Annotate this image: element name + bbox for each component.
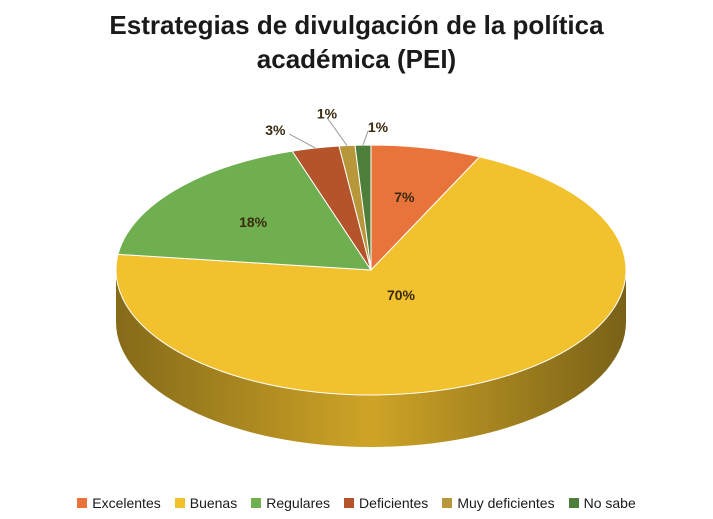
pie-slice-buenas — [115, 156, 627, 396]
data-label-buenas: 70% — [387, 287, 416, 303]
chart-title-line-1: Estrategias de divulgación de la polític… — [109, 10, 604, 40]
legend-swatch — [344, 498, 355, 508]
legend-label: Excelentes — [92, 495, 161, 511]
data-label-deficientes: 3% — [265, 122, 286, 138]
pie-side-buenas — [116, 270, 626, 447]
leader-line — [289, 133, 316, 149]
pie-data-labels: 7% 70% 18% 3% 1% 1% — [239, 106, 415, 303]
legend-label: Buenas — [189, 495, 238, 511]
legend-swatch — [174, 498, 185, 508]
chart-legend: Excelentes Buenas Regulares Deficientes Muy … — [0, 495, 713, 511]
pie-slice-regulares — [117, 150, 372, 271]
legend-label: Deficientes — [359, 495, 429, 511]
legend-item-excelentes: Excelentes — [77, 495, 161, 511]
legend-item-deficientes: Deficientes — [344, 495, 428, 511]
leader-line — [326, 117, 348, 146]
legend-item-no-sabe: No sabe — [568, 495, 636, 511]
pie-side-walls — [116, 270, 626, 447]
pie-slice-no-sabe — [354, 144, 372, 271]
leader-line — [362, 130, 369, 146]
data-label-no-sabe: 1% — [368, 119, 389, 135]
chart-title-line-2: académica (PEI) — [256, 44, 457, 74]
data-label-excelentes: 7% — [394, 189, 415, 205]
legend-label: No sabe — [583, 495, 636, 511]
legend-label: Regulares — [266, 495, 331, 511]
pie-slice-excelentes — [370, 144, 481, 272]
legend-swatch — [442, 498, 453, 508]
legend-swatch — [251, 498, 262, 508]
pie-top-faces — [115, 144, 627, 396]
legend-label: Muy deficientes — [457, 495, 555, 511]
legend-swatch — [568, 498, 579, 508]
data-label-regulares: 18% — [239, 214, 268, 230]
legend-item-regulares: Regulares — [251, 495, 330, 511]
legend-item-buenas: Buenas — [174, 495, 238, 511]
legend-item-muy-deficientes: Muy deficientes — [442, 495, 555, 511]
legend-swatch — [77, 498, 88, 508]
data-label-muy-deficientes: 1% — [317, 106, 338, 122]
